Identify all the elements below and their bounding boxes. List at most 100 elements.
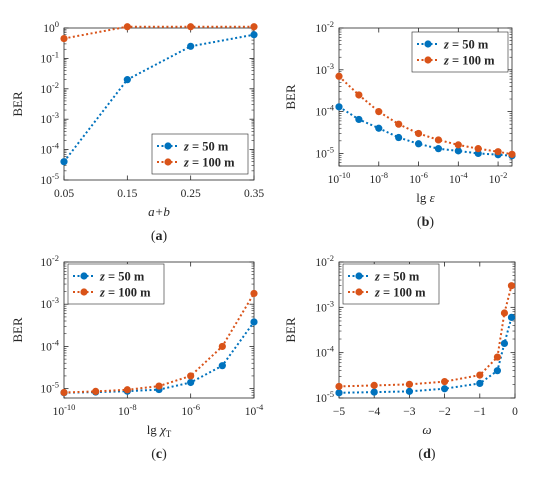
y-tick-label: 10-5	[40, 171, 59, 187]
x-tick-label: 0	[512, 406, 518, 418]
series-2-line	[63, 25, 254, 40]
series-1-line	[338, 105, 513, 157]
series-2-point	[187, 23, 195, 31]
legend-box	[411, 31, 509, 73]
legend-box	[151, 133, 249, 175]
series-1-point	[507, 313, 516, 321]
series-2-point	[454, 141, 462, 149]
series-2-point	[395, 120, 403, 128]
x-tick-label: −5	[333, 406, 345, 418]
y-tick-label: 10-2	[315, 19, 334, 35]
series-1-point	[335, 103, 343, 111]
series-2-point	[335, 72, 343, 80]
y-tick-label: 10-4	[315, 103, 334, 119]
y-tick-label: 10-3	[315, 61, 334, 77]
legend-label: z = 50 m	[374, 270, 420, 284]
panel-caption: (a)	[151, 229, 168, 244]
series-1-point	[218, 362, 226, 370]
series-1-point	[476, 379, 484, 387]
y-tick-label: 100	[43, 19, 59, 35]
x-tick-label: 0.15	[117, 188, 137, 200]
series-1-line	[338, 317, 513, 394]
series-1-point	[60, 158, 68, 166]
panel-d: 10-5 10-4 10-3 10-2 −5 −4 −3 −2 −1 0 BER ω (d) z = 50…	[283, 253, 518, 462]
x-tick-label: 10-6	[181, 402, 200, 418]
x-tick-label: −4	[368, 406, 380, 418]
panel-b: 10-5 10-4 10-3 10-2 10-10 10-8 10-6 10-4 10-2 BER…	[283, 19, 516, 230]
legend-swatch-marker	[80, 288, 88, 296]
series-2-point	[494, 148, 502, 156]
y-tick-label: 10-5	[315, 389, 334, 405]
series-2-point	[355, 91, 363, 99]
series-1-point	[250, 31, 258, 39]
x-tick-label: −1	[474, 406, 486, 418]
series-2-line	[63, 292, 255, 394]
y-tick-label: 10-3	[40, 110, 59, 126]
series-2-point	[155, 382, 163, 390]
y-tick-label: 10-5	[40, 380, 59, 396]
series-2-point	[60, 34, 68, 43]
series-2-point	[375, 108, 383, 116]
series-2-point	[250, 289, 258, 298]
series-1-point	[187, 378, 195, 387]
legend: z = 50 m z = 100 m	[67, 263, 165, 305]
series-2-point	[508, 150, 516, 158]
legend-swatch-marker	[164, 142, 172, 150]
series-2-point	[474, 145, 482, 153]
panel-caption: (c)	[151, 447, 167, 462]
x-tick-label: 10-10	[53, 402, 76, 418]
series-1-point	[493, 367, 501, 375]
panel-a: 10-5 10-4 10-3 10-2 10-1 100 0.05 0.15 0.25 0.35 B…	[10, 19, 264, 244]
series-2-point	[60, 388, 68, 397]
legend: z = 50 m z = 100 m	[151, 133, 249, 175]
y-axis-label: BER	[10, 317, 25, 343]
series-2-point	[123, 386, 131, 394]
legend-box	[342, 263, 440, 305]
y-tick-label: 10-4	[315, 344, 334, 360]
legend-box	[67, 263, 165, 305]
legend-swatch-marker	[80, 272, 88, 280]
series-1-point	[395, 133, 403, 142]
panel-caption: (d)	[418, 447, 435, 462]
y-tick-label: 10-5	[315, 144, 334, 160]
legend-label: z = 50 m	[183, 140, 229, 154]
x-tick-label: −3	[403, 406, 415, 418]
axes-box	[338, 27, 513, 167]
y-tick-label: 10-3	[315, 298, 334, 314]
series-1-point	[434, 145, 443, 153]
series-1-point	[500, 339, 509, 348]
axes-box	[63, 27, 255, 181]
series-2-line	[338, 285, 513, 388]
y-tick-label: 10-2	[40, 253, 59, 269]
legend-label: z = 50 m	[443, 38, 489, 52]
series-1-point	[441, 385, 449, 393]
legend-swatch-marker	[424, 56, 432, 64]
series-1-point	[187, 42, 195, 50]
x-tick-label: 10-10	[328, 170, 351, 186]
series-2-point	[335, 382, 343, 391]
series-1-point	[375, 124, 383, 132]
series-2-point	[218, 342, 226, 351]
series-2-point	[92, 387, 100, 396]
series-2-point	[250, 23, 258, 31]
series-2-point	[123, 23, 131, 31]
legend-swatch-marker	[424, 40, 432, 48]
x-tick-label: −2	[438, 406, 450, 418]
series-2-point	[500, 309, 509, 317]
x-tick-label: 0.35	[244, 188, 264, 200]
series-1-point	[355, 115, 363, 124]
y-tick-label: 10-2	[40, 80, 59, 96]
legend: z = 50 m z = 100 m	[411, 31, 509, 73]
panel-caption: (b)	[417, 215, 434, 230]
series-1-line	[63, 321, 255, 394]
legend-label: z = 100 m	[183, 156, 235, 170]
x-tick-label: 10-8	[118, 402, 137, 418]
axes-box	[338, 261, 516, 399]
legend-label: z = 100 m	[374, 286, 426, 300]
series-2-point	[405, 380, 413, 388]
legend-swatch-marker	[355, 272, 363, 280]
series-1-point	[335, 389, 343, 397]
y-axis-label: BER	[283, 84, 298, 110]
legend-swatch-marker	[164, 158, 172, 166]
